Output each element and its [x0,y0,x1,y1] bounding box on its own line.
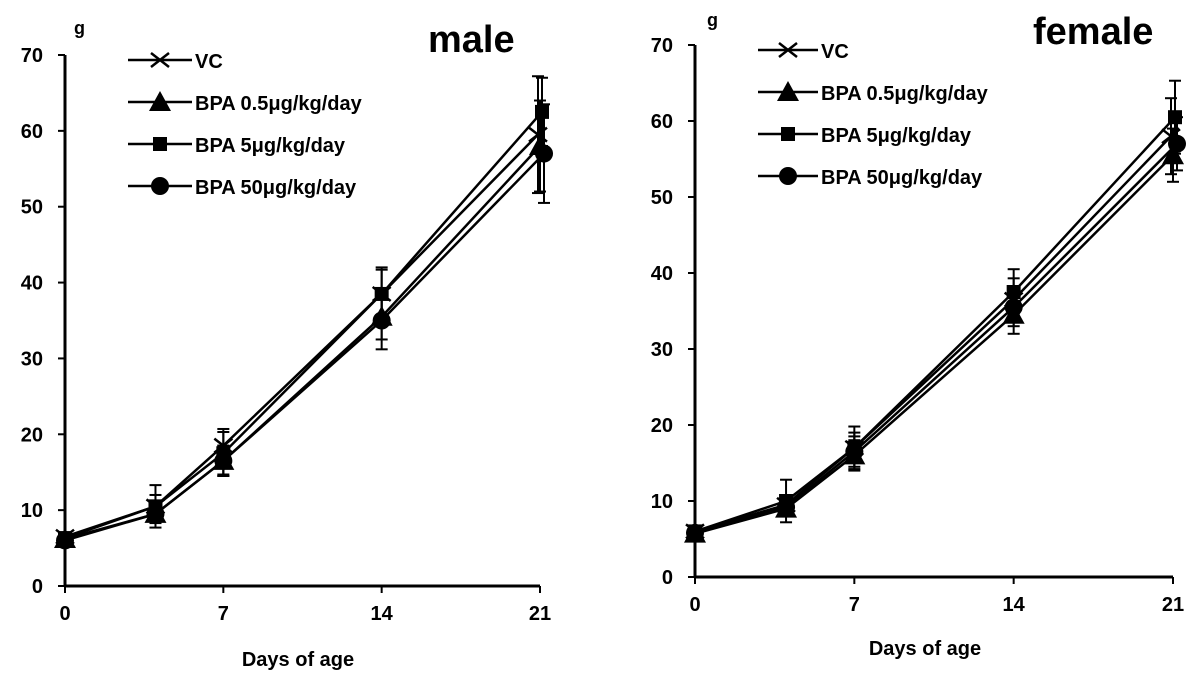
y-tick-label: 30 [651,339,673,361]
y-tick-label: 10 [651,491,673,513]
x-tick-label: 7 [218,603,229,625]
y-tick-label: 0 [32,576,43,598]
data-point [845,442,864,461]
y-axis-unit: g [707,10,718,30]
data-point [214,451,233,470]
y-tick-label: 10 [21,500,43,522]
x-tick-label: 0 [689,594,700,616]
chart-male: male g Days of age 0 10 20 30 40 50 60 70 0 7 14 21… [21,18,553,671]
y-tick-label: 50 [651,187,673,209]
chart-female: female g Days of age 0 10 20 30 40 50 60 70 0 7 14… [651,10,1186,660]
x-axis-label: Days of age [869,638,981,660]
data-point [535,104,549,119]
series-line [694,135,1172,533]
legend-marker [778,42,798,58]
data-point [1168,134,1186,153]
legend-label: BPA 5μg/kg/day [821,125,972,147]
series-line [694,154,1174,535]
legend-marker [153,137,167,151]
series-line [64,152,545,542]
legend-label: BPA 0.5μg/kg/day [821,83,989,105]
x-tick-label: 21 [529,603,551,625]
legend-label: BPA 50μg/kg/day [195,177,357,199]
y-tick-label: 40 [21,273,43,295]
data-point [372,311,391,330]
legend-label: BPA 50μg/kg/day [821,167,983,189]
legend-label: VC [195,51,223,73]
x-tick-label: 14 [371,603,394,625]
legend-marker [151,177,169,195]
data-point [686,523,704,542]
y-tick-label: 70 [21,45,43,67]
legend-marker [779,167,797,185]
legend-label: BPA 5μg/kg/day [195,135,346,157]
y-tick-label: 0 [662,567,673,589]
legend-label: VC [821,41,849,63]
x-tick-label: 7 [849,594,860,616]
series-line [64,111,543,540]
chart-title: male [428,19,515,61]
y-tick-label: 50 [21,197,43,219]
y-tick-label: 60 [651,111,673,133]
legend-marker [781,127,795,141]
chart-title: female [1033,11,1153,53]
x-tick-label: 14 [1003,594,1026,616]
y-tick-label: 60 [21,121,43,143]
legend-marker [149,91,171,111]
x-axis-label: Days of age [242,649,354,671]
data-point [1004,298,1023,317]
legend-marker [777,81,799,101]
y-axis-unit: g [74,18,85,38]
y-tick-label: 40 [651,263,673,285]
legend-label: BPA 0.5μg/kg/day [195,93,363,115]
x-tick-label: 0 [59,603,70,625]
data-point [56,531,74,550]
series-line [694,142,1178,535]
data-point [146,504,165,523]
y-tick-label: 20 [651,415,673,437]
legend-marker [150,52,170,68]
y-tick-label: 30 [21,348,43,370]
data-point [535,144,553,163]
data-point [777,498,796,517]
y-tick-label: 70 [651,35,673,57]
y-tick-label: 20 [21,424,43,446]
x-tick-label: 21 [1162,594,1184,616]
